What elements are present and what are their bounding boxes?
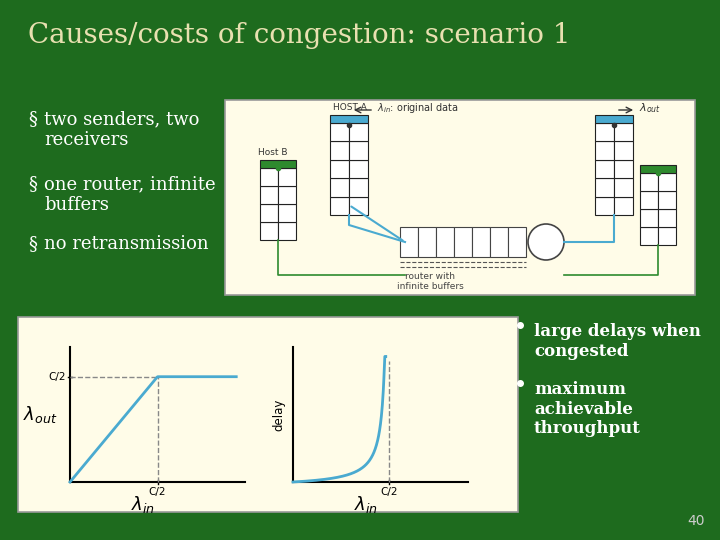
Bar (330, 178, 349, 197)
Text: Host B: Host B (258, 148, 287, 157)
Bar (658, 209, 676, 227)
Text: one router, infinite
buffers: one router, infinite buffers (44, 175, 215, 214)
Bar (349, 197, 368, 215)
Bar (349, 123, 368, 141)
Bar (260, 168, 278, 186)
Text: delay: delay (272, 399, 286, 431)
Bar (595, 115, 633, 123)
Bar (508, 227, 526, 257)
Text: router with: router with (405, 272, 455, 281)
Bar (640, 209, 658, 227)
Bar (260, 222, 278, 240)
Bar (330, 160, 349, 178)
Bar (330, 115, 368, 123)
Bar (595, 160, 614, 178)
Bar (278, 222, 296, 240)
Bar (436, 227, 454, 257)
Bar (614, 123, 633, 141)
Text: §: § (28, 110, 37, 128)
Text: $\lambda_{out}$: $\lambda_{out}$ (639, 101, 661, 115)
Bar (595, 197, 614, 215)
Bar (640, 191, 658, 209)
Text: C/2: C/2 (48, 372, 66, 382)
Bar (640, 227, 658, 245)
Bar (225, 100, 695, 295)
Bar (418, 227, 436, 257)
Text: $\lambda_{out}$: $\lambda_{out}$ (23, 404, 58, 425)
Bar (640, 173, 658, 191)
Bar (595, 178, 614, 197)
Bar (330, 197, 349, 215)
Bar (349, 178, 368, 197)
Text: large delays when
congested: large delays when congested (534, 323, 701, 360)
Bar (278, 168, 296, 186)
Circle shape (528, 224, 564, 260)
Bar (260, 186, 278, 204)
Bar (400, 227, 418, 257)
Bar (658, 191, 676, 209)
Text: §: § (28, 175, 37, 193)
Bar (614, 197, 633, 215)
Text: infinite buffers: infinite buffers (397, 282, 464, 291)
Text: $\lambda_{in}$: $\lambda_{in}$ (132, 494, 156, 515)
Bar (614, 160, 633, 178)
Text: 40: 40 (688, 514, 705, 528)
Text: two senders, two
receivers: two senders, two receivers (44, 110, 199, 149)
Bar (454, 227, 472, 257)
Text: HOST A: HOST A (333, 103, 367, 112)
Bar (278, 186, 296, 204)
Text: Causes/costs of congestion: scenario 1: Causes/costs of congestion: scenario 1 (28, 22, 570, 49)
Text: $\lambda_{in}$: $\lambda_{in}$ (354, 494, 379, 515)
Text: maximum
achievable
throughput: maximum achievable throughput (534, 381, 641, 437)
Bar (614, 178, 633, 197)
Bar (349, 141, 368, 160)
Bar (330, 123, 349, 141)
Bar (658, 173, 676, 191)
Bar (330, 141, 349, 160)
Bar (349, 160, 368, 178)
Bar (472, 227, 490, 257)
Bar (640, 165, 676, 173)
Bar (260, 204, 278, 222)
Bar (278, 204, 296, 222)
Text: §: § (28, 235, 37, 253)
Bar (490, 227, 508, 257)
Bar (658, 227, 676, 245)
Bar (595, 123, 614, 141)
Text: C/2: C/2 (149, 487, 166, 497)
Text: C/2: C/2 (380, 487, 398, 497)
Bar (18, 317, 518, 512)
Bar (614, 141, 633, 160)
Text: $\lambda_{in}$: original data: $\lambda_{in}$: original data (377, 101, 459, 115)
Bar (260, 160, 296, 168)
Text: no retransmission: no retransmission (44, 235, 209, 253)
Bar (595, 141, 614, 160)
